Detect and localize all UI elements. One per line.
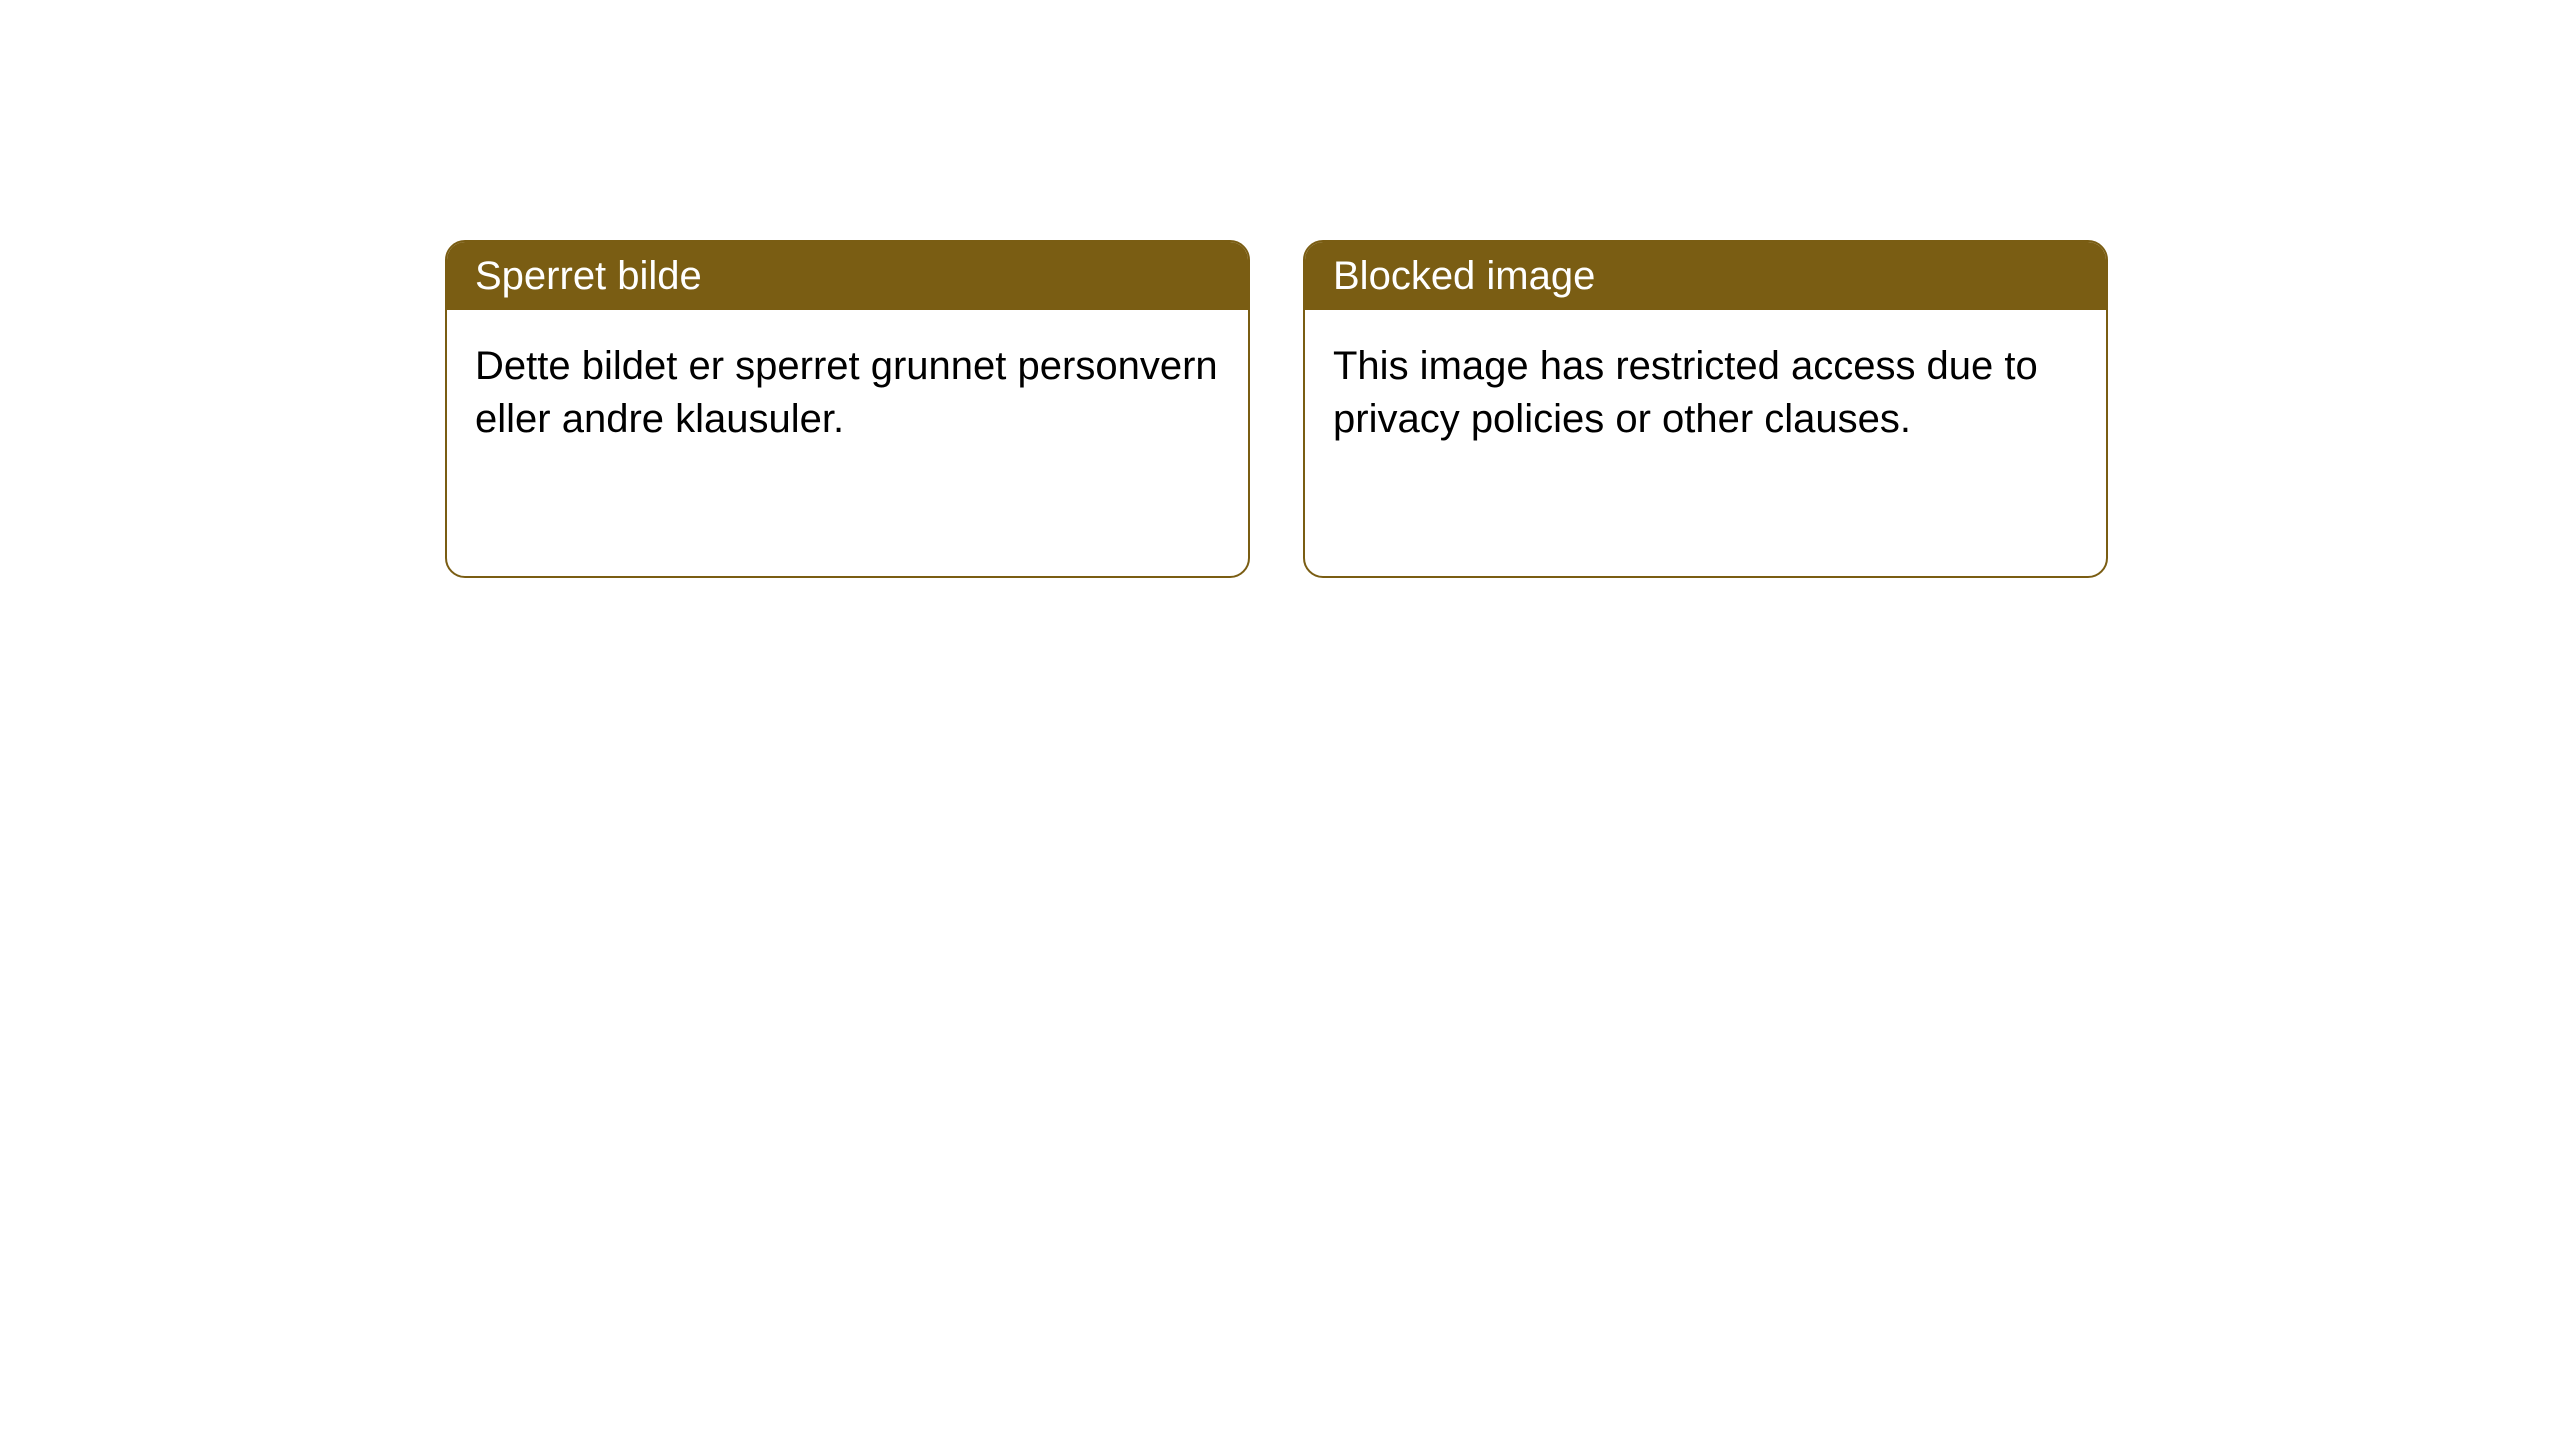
card-body: This image has restricted access due to … [1305, 310, 2106, 576]
card-header: Sperret bilde [447, 242, 1248, 310]
card-blocked-image-en: Blocked image This image has restricted … [1303, 240, 2108, 578]
card-blocked-image-no: Sperret bilde Dette bildet er sperret gr… [445, 240, 1250, 578]
card-header: Blocked image [1305, 242, 2106, 310]
card-body: Dette bildet er sperret grunnet personve… [447, 310, 1248, 576]
cards-container: Sperret bilde Dette bildet er sperret gr… [445, 240, 2108, 578]
